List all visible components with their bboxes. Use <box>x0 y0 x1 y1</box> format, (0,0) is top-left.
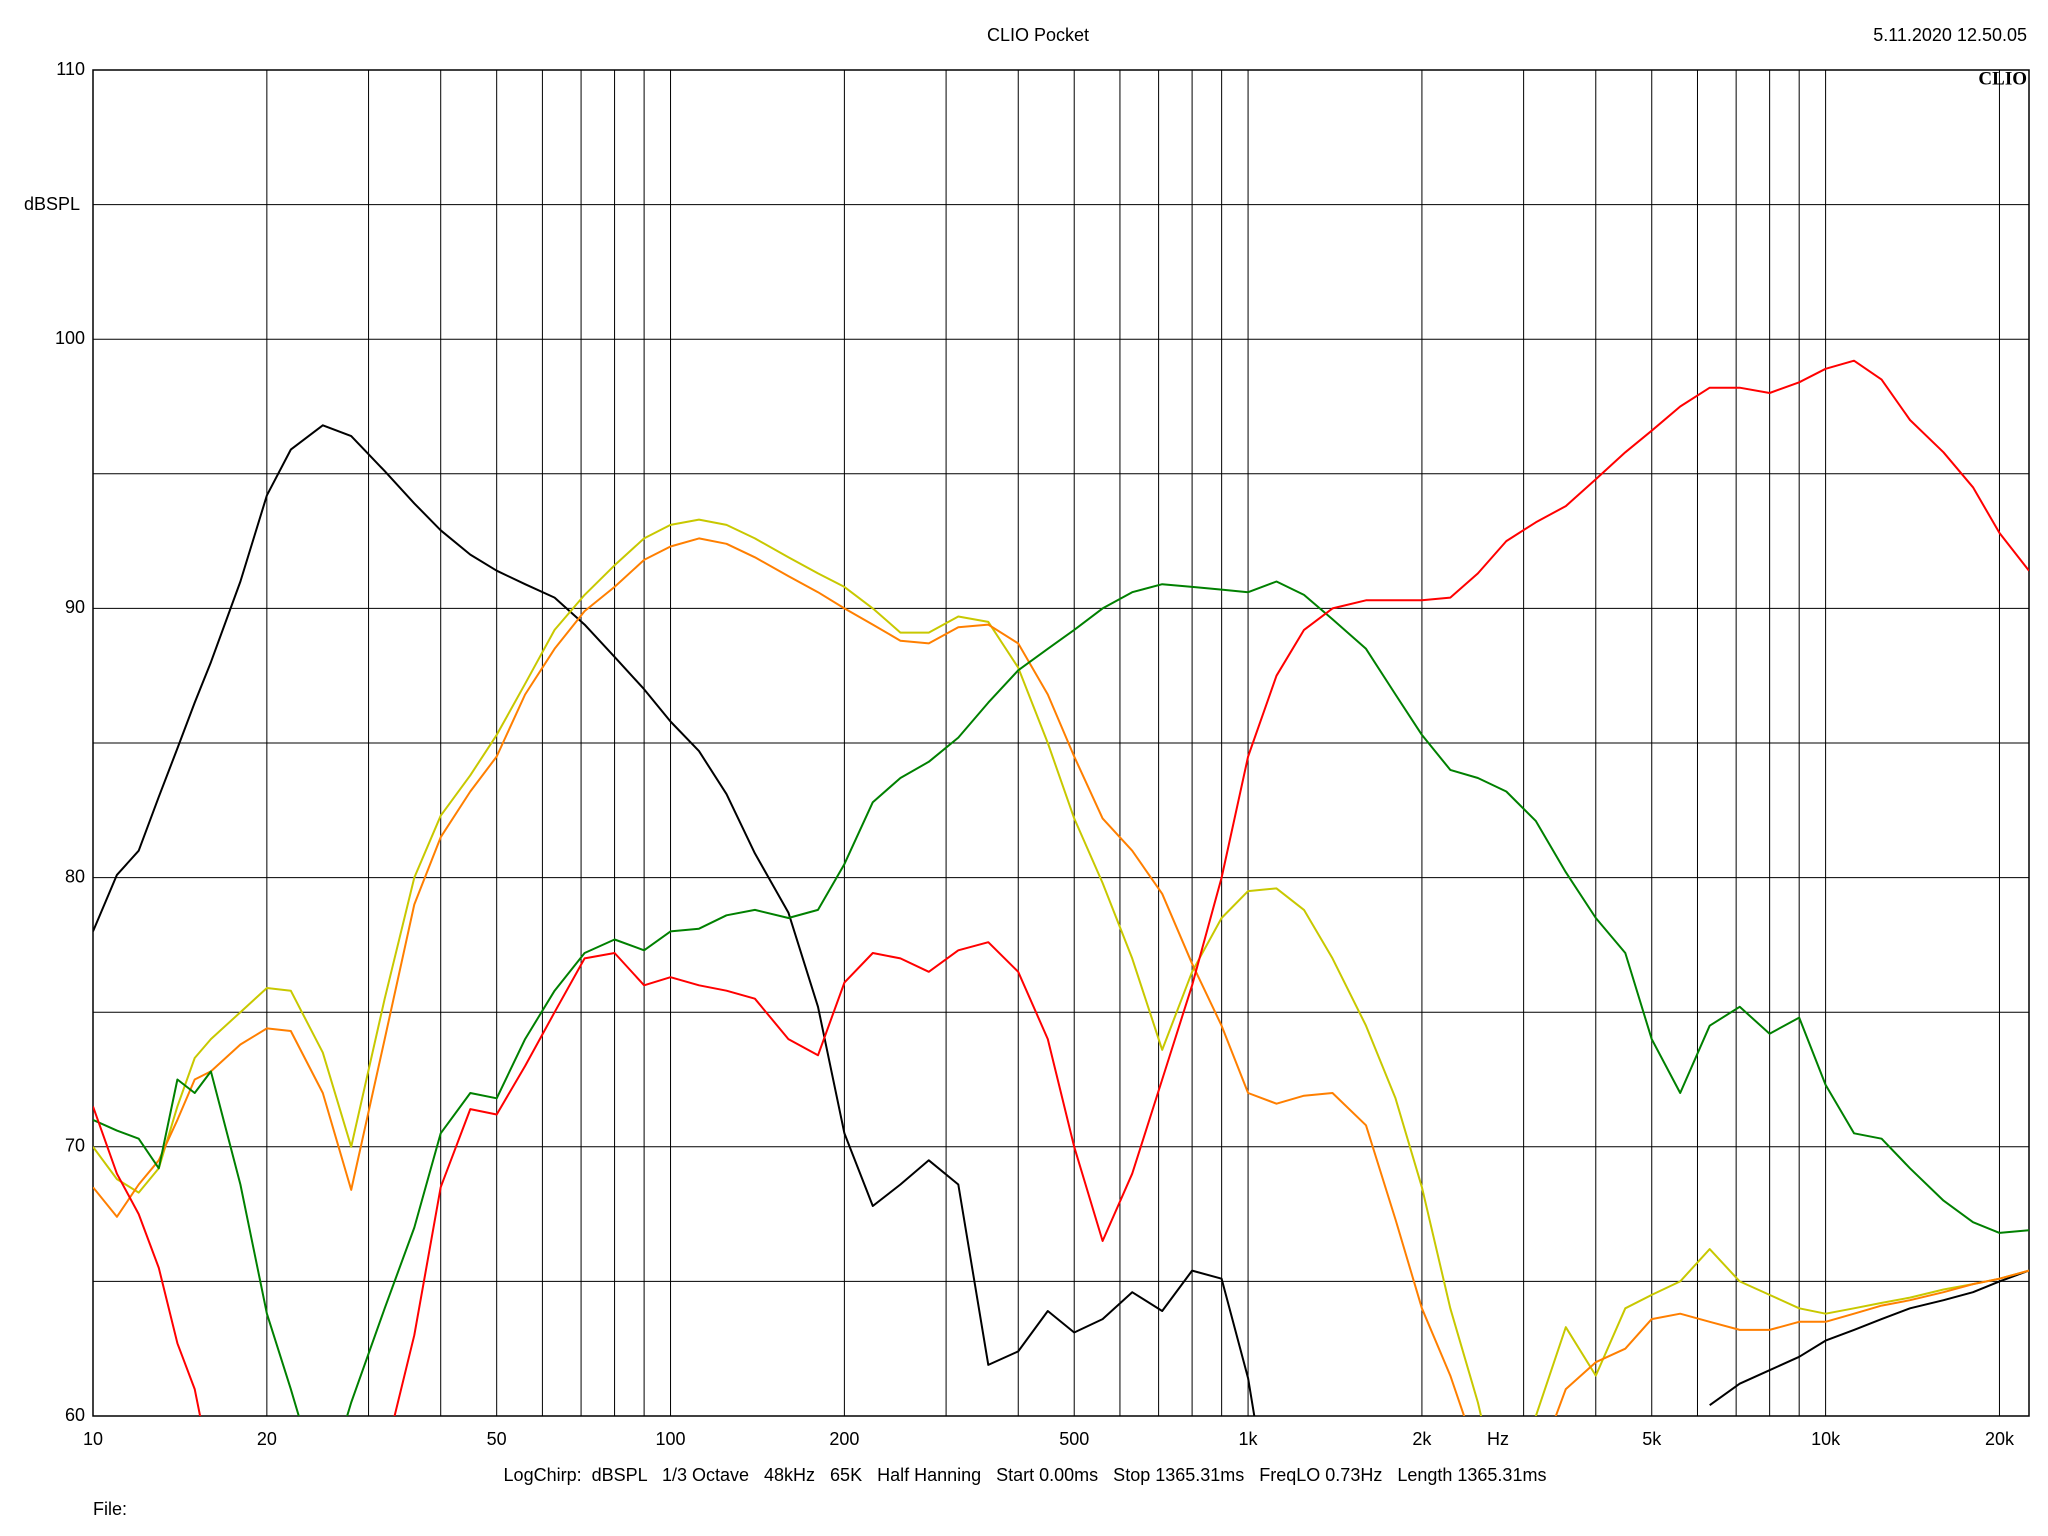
series-line <box>93 424 2029 1416</box>
y-tick-label: 90 <box>65 597 85 617</box>
x-tick-label: 100 <box>656 1429 686 1449</box>
file-label: File: <box>93 1499 127 1519</box>
x-tick-label: 50 <box>487 1429 507 1449</box>
y-tick-label: 80 <box>65 866 85 886</box>
x-tick-label: 5k <box>1642 1429 1662 1449</box>
x-tick-label: 1k <box>1239 1429 1259 1449</box>
series-line <box>93 537 2029 1416</box>
x-tick-label: 500 <box>1059 1429 1089 1449</box>
x-tick-label: 10 <box>83 1429 103 1449</box>
x-axis-label: Hz <box>1487 1429 1509 1449</box>
y-tick-label: 70 <box>65 1136 85 1156</box>
footer: LogChirp: dBSPL 1/3 Octave 48kHz 65K Hal… <box>504 1465 1547 1485</box>
x-tick-label: 10k <box>1811 1429 1841 1449</box>
x-tick-label: 200 <box>829 1429 859 1449</box>
y-tick-label: 110 <box>56 59 85 79</box>
timestamp: 5.11.2020 12.50.05 <box>1873 25 2027 45</box>
x-tick-label: 20k <box>1985 1429 2015 1449</box>
logo: CLIO <box>1978 68 2027 89</box>
x-tick-label: 20 <box>257 1429 277 1449</box>
x-tick-label: 2k <box>1412 1429 1432 1449</box>
series-line <box>93 359 2029 1416</box>
y-tick-label: 60 <box>65 1405 85 1425</box>
chart-title: CLIO Pocket <box>987 25 1089 45</box>
series-line <box>93 518 2029 1416</box>
series-line <box>93 580 2029 1416</box>
y-tick-label: 100 <box>55 328 85 348</box>
y-axis-label: dBSPL <box>24 194 80 214</box>
